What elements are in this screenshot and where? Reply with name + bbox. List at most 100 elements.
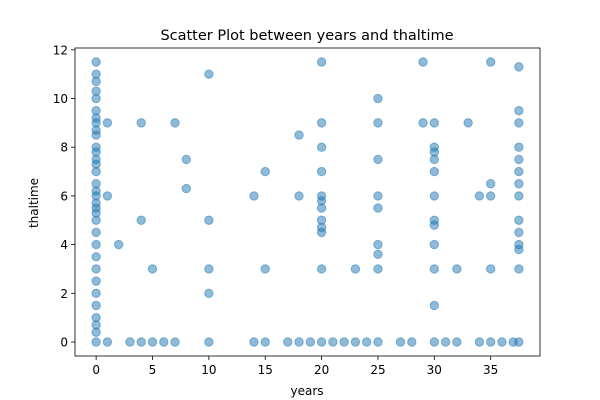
scatter-point: [407, 337, 417, 347]
y-axis-ticks: 0 2 4 6 8 10 12: [53, 43, 75, 350]
scatter-point: [91, 252, 101, 262]
scatter-point: [373, 118, 383, 128]
y-axis-label: thaltime: [27, 178, 41, 228]
scatter-point: [429, 264, 440, 274]
scatter-point: [204, 264, 214, 274]
scatter-point: [316, 166, 327, 177]
plot-area-frame: [74, 47, 541, 357]
scatter-point: [429, 142, 440, 152]
x-tick-label: 0: [92, 363, 100, 377]
scatter-point: [328, 337, 338, 347]
scatter-point: [373, 337, 383, 347]
scatter-point: [125, 337, 135, 347]
scatter-point: [395, 337, 406, 347]
scatter-point: [429, 239, 440, 250]
scatter-point: [485, 179, 496, 189]
scatter-point: [91, 105, 101, 116]
scatter-point: [373, 203, 383, 213]
scatter-point: [102, 118, 113, 128]
scatter-point: [260, 264, 270, 274]
scatter-point: [170, 118, 180, 128]
scatter-point: [373, 154, 383, 165]
y-tick-label: 10: [53, 92, 68, 106]
scatter-point: [316, 118, 327, 128]
data-points: [91, 57, 524, 347]
scatter-point: [316, 57, 327, 67]
scatter-point: [497, 337, 507, 347]
scatter-point: [514, 154, 524, 165]
scatter-point: [316, 142, 327, 152]
scatter-point: [204, 69, 214, 79]
scatter-point: [350, 264, 361, 274]
scatter-point: [91, 264, 101, 274]
scatter-point: [514, 105, 524, 116]
scatter-point: [429, 300, 440, 311]
y-tick-label: 12: [53, 43, 68, 57]
scatter-point: [91, 69, 101, 79]
scatter-point: [136, 337, 146, 347]
scatter-point: [181, 183, 192, 194]
scatter-point: [136, 118, 146, 128]
scatter-point: [102, 337, 113, 347]
scatter-point: [429, 166, 440, 177]
scatter-point: [249, 337, 259, 347]
scatter-point: [350, 337, 361, 347]
scatter-point: [373, 249, 383, 260]
scatter-point: [373, 93, 383, 104]
scatter-point: [316, 191, 327, 201]
scatter-point: [514, 337, 524, 347]
scatter-point: [91, 312, 101, 323]
scatter-point: [373, 239, 383, 250]
scatter-point: [249, 191, 259, 201]
x-tick-label: 10: [201, 363, 216, 377]
x-axis-label: years: [290, 384, 323, 398]
scatter-point: [452, 337, 462, 347]
scatter-point: [181, 154, 192, 165]
scatter-point: [418, 57, 428, 67]
scatter-point: [429, 118, 440, 128]
scatter-point: [339, 337, 349, 347]
scatter-point: [440, 337, 451, 347]
scatter-point: [204, 215, 214, 225]
scatter-point: [514, 239, 524, 250]
scatter-point: [294, 130, 304, 140]
scatter-point: [474, 337, 485, 347]
scatter-point: [514, 62, 524, 72]
x-tick-label: 25: [370, 363, 385, 377]
scatter-point: [514, 264, 524, 274]
scatter-point: [91, 179, 101, 189]
scatter-point: [373, 264, 383, 274]
scatter-point: [361, 337, 372, 347]
scatter-point: [514, 118, 524, 128]
scatter-point: [91, 227, 101, 238]
scatter-point: [429, 191, 440, 201]
scatter-point: [485, 191, 496, 201]
chart-title: Scatter Plot between years and thaltime: [160, 28, 453, 44]
scatter-point: [514, 191, 524, 201]
scatter-point: [514, 142, 524, 152]
scatter-point: [514, 166, 524, 177]
scatter-point: [260, 337, 270, 347]
scatter-point: [170, 337, 180, 347]
scatter-point: [204, 337, 214, 347]
y-tick-label: 4: [60, 238, 68, 252]
scatter-point: [429, 215, 440, 225]
x-tick-label: 20: [314, 363, 329, 377]
scatter-point: [418, 118, 428, 128]
scatter-point: [159, 337, 169, 347]
scatter-point: [204, 288, 214, 299]
scatter-point: [102, 191, 113, 201]
scatter-point: [474, 191, 485, 201]
scatter-point: [514, 227, 524, 238]
scatter-point: [514, 215, 524, 225]
scatter-point: [485, 57, 496, 67]
scatter-point: [91, 57, 101, 67]
scatter-point: [147, 264, 158, 274]
scatter-point: [283, 337, 293, 347]
scatter-point: [316, 215, 327, 225]
scatter-point: [91, 142, 101, 152]
x-tick-label: 5: [149, 363, 157, 377]
x-tick-label: 15: [258, 363, 273, 377]
scatter-point: [452, 264, 462, 274]
